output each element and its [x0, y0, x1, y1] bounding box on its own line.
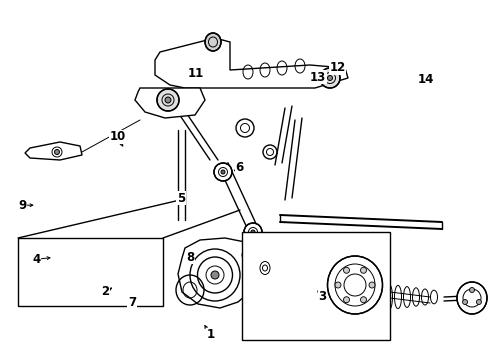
Ellipse shape — [204, 33, 221, 51]
Text: 1: 1 — [206, 328, 214, 341]
Bar — [18, 238, 163, 306]
Text: 11: 11 — [187, 67, 203, 80]
Text: 6: 6 — [235, 161, 243, 174]
Ellipse shape — [221, 170, 224, 174]
Ellipse shape — [368, 282, 374, 288]
Ellipse shape — [327, 76, 332, 81]
Ellipse shape — [456, 282, 486, 314]
Polygon shape — [25, 142, 82, 160]
Text: 5: 5 — [177, 192, 184, 204]
Text: 2: 2 — [101, 285, 109, 298]
Ellipse shape — [343, 297, 349, 303]
Text: 12: 12 — [328, 61, 345, 74]
Ellipse shape — [54, 149, 60, 154]
Text: 13: 13 — [309, 71, 325, 84]
Ellipse shape — [343, 267, 349, 273]
Ellipse shape — [210, 271, 219, 279]
Polygon shape — [155, 38, 347, 88]
Ellipse shape — [157, 89, 179, 111]
Ellipse shape — [360, 297, 366, 303]
Text: 4: 4 — [33, 253, 41, 266]
Polygon shape — [178, 238, 260, 308]
Ellipse shape — [360, 267, 366, 273]
Text: 9: 9 — [19, 199, 26, 212]
Text: 10: 10 — [109, 130, 125, 143]
Ellipse shape — [164, 97, 171, 103]
Ellipse shape — [468, 288, 473, 292]
Ellipse shape — [319, 68, 339, 88]
Ellipse shape — [250, 230, 254, 234]
Text: 14: 14 — [416, 73, 433, 86]
Ellipse shape — [462, 300, 467, 305]
Polygon shape — [135, 88, 204, 118]
Ellipse shape — [334, 282, 340, 288]
Text: 7: 7 — [128, 296, 136, 309]
Ellipse shape — [327, 256, 382, 314]
Ellipse shape — [244, 223, 262, 241]
Bar — [242, 232, 389, 340]
Text: 8: 8 — [186, 251, 194, 264]
Ellipse shape — [214, 163, 231, 181]
Ellipse shape — [33, 256, 37, 260]
Text: 3: 3 — [318, 291, 326, 303]
Ellipse shape — [475, 300, 481, 305]
